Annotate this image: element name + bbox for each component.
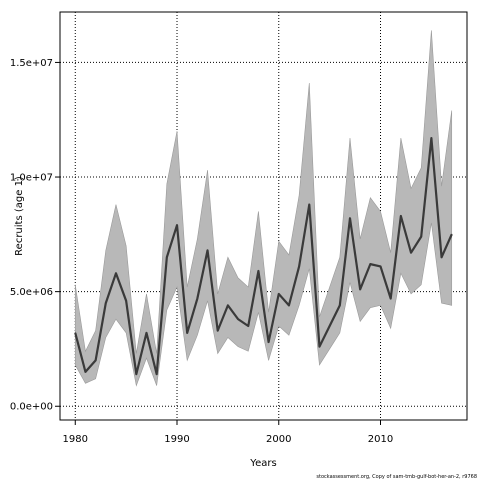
data-point-2011	[390, 297, 392, 300]
data-point-1981	[84, 371, 87, 373]
y-tick-label: 5.0e+06	[10, 287, 53, 298]
data-point-1996	[237, 318, 239, 320]
data-point-2014	[420, 236, 422, 238]
y-axis-title: Recruits (age 1)	[14, 176, 25, 256]
data-point-1995	[227, 304, 229, 306]
data-point-2005	[329, 325, 331, 327]
y-tick-label: 0.0e+00	[10, 402, 53, 413]
x-tick-label: 2010	[368, 434, 393, 445]
data-point-1990	[176, 224, 178, 226]
data-point-1997	[247, 325, 249, 327]
data-point-1999	[267, 341, 270, 343]
x-tick-label: 2000	[266, 434, 291, 445]
data-point-2013	[410, 252, 412, 254]
data-points	[74, 137, 453, 375]
data-point-1993	[206, 249, 209, 251]
data-point-2003	[308, 203, 310, 206]
x-tick-label: 1980	[63, 434, 88, 445]
plot-frame	[59, 11, 468, 421]
y-tick-label: 1.0e+07	[10, 173, 53, 184]
data-point-2001	[288, 304, 290, 306]
data-point-2017	[451, 233, 453, 235]
data-point-2007	[349, 217, 351, 219]
data-point-2000	[278, 293, 280, 295]
x-axis-ticks: 1980 1990 2000 2010	[63, 420, 393, 445]
y-tick-label: 1.5e+07	[10, 58, 53, 69]
data-point-1988	[156, 373, 158, 375]
data-point-1987	[145, 332, 148, 334]
data-point-2012	[400, 215, 402, 217]
source-footer: stockassessment.org, Copy of sam-tmb-gul…	[316, 474, 477, 480]
data-point-1991	[186, 332, 188, 334]
data-point-1984	[115, 272, 117, 274]
x-axis-title: Years	[249, 458, 276, 469]
data-point-1980	[74, 332, 76, 334]
data-point-2006	[339, 304, 341, 306]
data-point-1986	[135, 373, 137, 375]
recruits-line	[74, 136, 453, 376]
data-point-2008	[359, 288, 361, 290]
y-axis-ticks: 0.0e+00 5.0e+06 1.0e+07 1.5e+07	[10, 58, 60, 413]
data-point-2009	[369, 263, 371, 265]
data-point-1994	[217, 330, 219, 332]
data-point-2016	[440, 256, 443, 258]
data-point-1998	[257, 270, 260, 272]
x-tick-label: 1990	[164, 434, 189, 445]
confidence-band-area	[74, 30, 453, 387]
data-point-1989	[166, 256, 168, 258]
data-point-1983	[105, 302, 107, 304]
data-point-1982	[95, 359, 97, 362]
data-point-2004	[318, 346, 321, 348]
recruits-series-line	[74, 136, 453, 376]
data-point-2010	[379, 265, 382, 268]
data-point-1992	[196, 297, 198, 300]
data-point-1985	[125, 300, 127, 302]
data-point-2015	[430, 137, 432, 139]
confidence-band	[74, 30, 453, 387]
data-point-2002	[298, 265, 300, 268]
